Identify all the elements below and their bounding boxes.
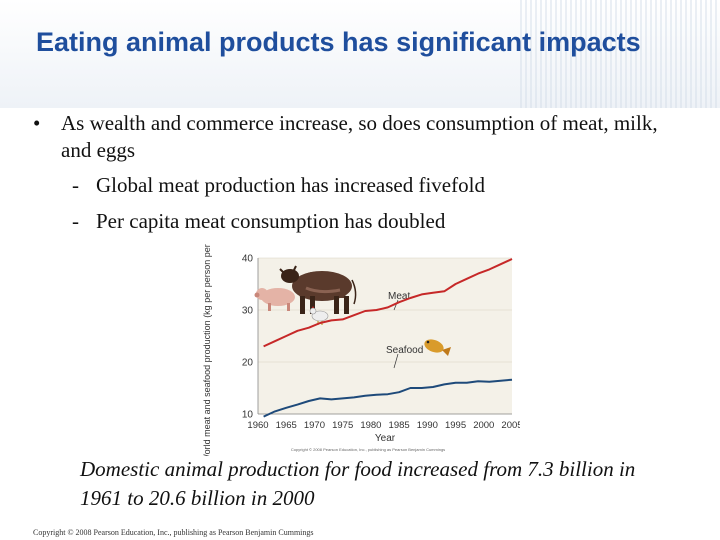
x-tick-label: 1960 [247, 420, 268, 431]
meat-series-label: Meat [388, 291, 410, 302]
fish-illustration [424, 339, 451, 356]
x-tick-label: 1980 [360, 420, 381, 431]
bullet-dot: • [33, 111, 41, 135]
seafood-pointer [393, 353, 399, 369]
x-tick-label: 1970 [304, 420, 325, 431]
copyright-footer: Copyright © 2008 Pearson Education, Inc.… [33, 528, 314, 537]
cow-illustration [279, 265, 357, 314]
chart-copyright: Copyright © 2008 Pearson Education, Inc.… [291, 447, 445, 452]
header-band [0, 0, 720, 108]
slide-title: Eating animal products has significant i… [36, 27, 641, 57]
chicken-illustration [309, 306, 329, 325]
x-tick-label: 1975 [332, 420, 353, 431]
series-line-meat [263, 258, 513, 348]
series-layer [263, 258, 513, 418]
chart-grid [257, 257, 512, 415]
y-tick-label: 40 [242, 254, 254, 265]
meat-seafood-chart: Meat Seafood 10 20 30 40 1960 1965 1970 1975 198… [202, 244, 520, 456]
y-axis-label: World meat and seafood production (kg pe… [202, 244, 212, 456]
x-tick-label: 2005 [501, 420, 520, 431]
series-line-seafood [263, 378, 513, 418]
dash-marker: - [72, 173, 79, 197]
x-tick-label: 1985 [389, 420, 410, 431]
seafood-series-label: Seafood [386, 345, 423, 356]
x-tick-label: 1990 [417, 420, 438, 431]
bullet-1-text: As wealth and commerce increase, so does… [61, 111, 658, 162]
x-axis-label: Year [375, 433, 396, 444]
y-tick-label: 30 [242, 306, 254, 317]
sub-bullet-1-text: Global meat production has increased fiv… [96, 173, 485, 197]
pig-illustration [254, 288, 295, 311]
x-tick-label: 1995 [445, 420, 466, 431]
x-tick-label: 1965 [276, 420, 297, 431]
x-tick-label: 2000 [473, 420, 494, 431]
y-tick-label: 10 [242, 410, 254, 421]
dash-marker: - [72, 209, 79, 233]
axis-ticks: 10 20 30 40 1960 1965 1970 1975 1980 1985 1990 1995… [242, 254, 520, 432]
meat-pointer [393, 299, 399, 311]
figure-caption: Domestic animal production for food incr… [80, 457, 636, 510]
sub-bullet-2-text: Per capita meat consumption has doubled [96, 209, 446, 233]
y-tick-label: 20 [242, 358, 254, 369]
